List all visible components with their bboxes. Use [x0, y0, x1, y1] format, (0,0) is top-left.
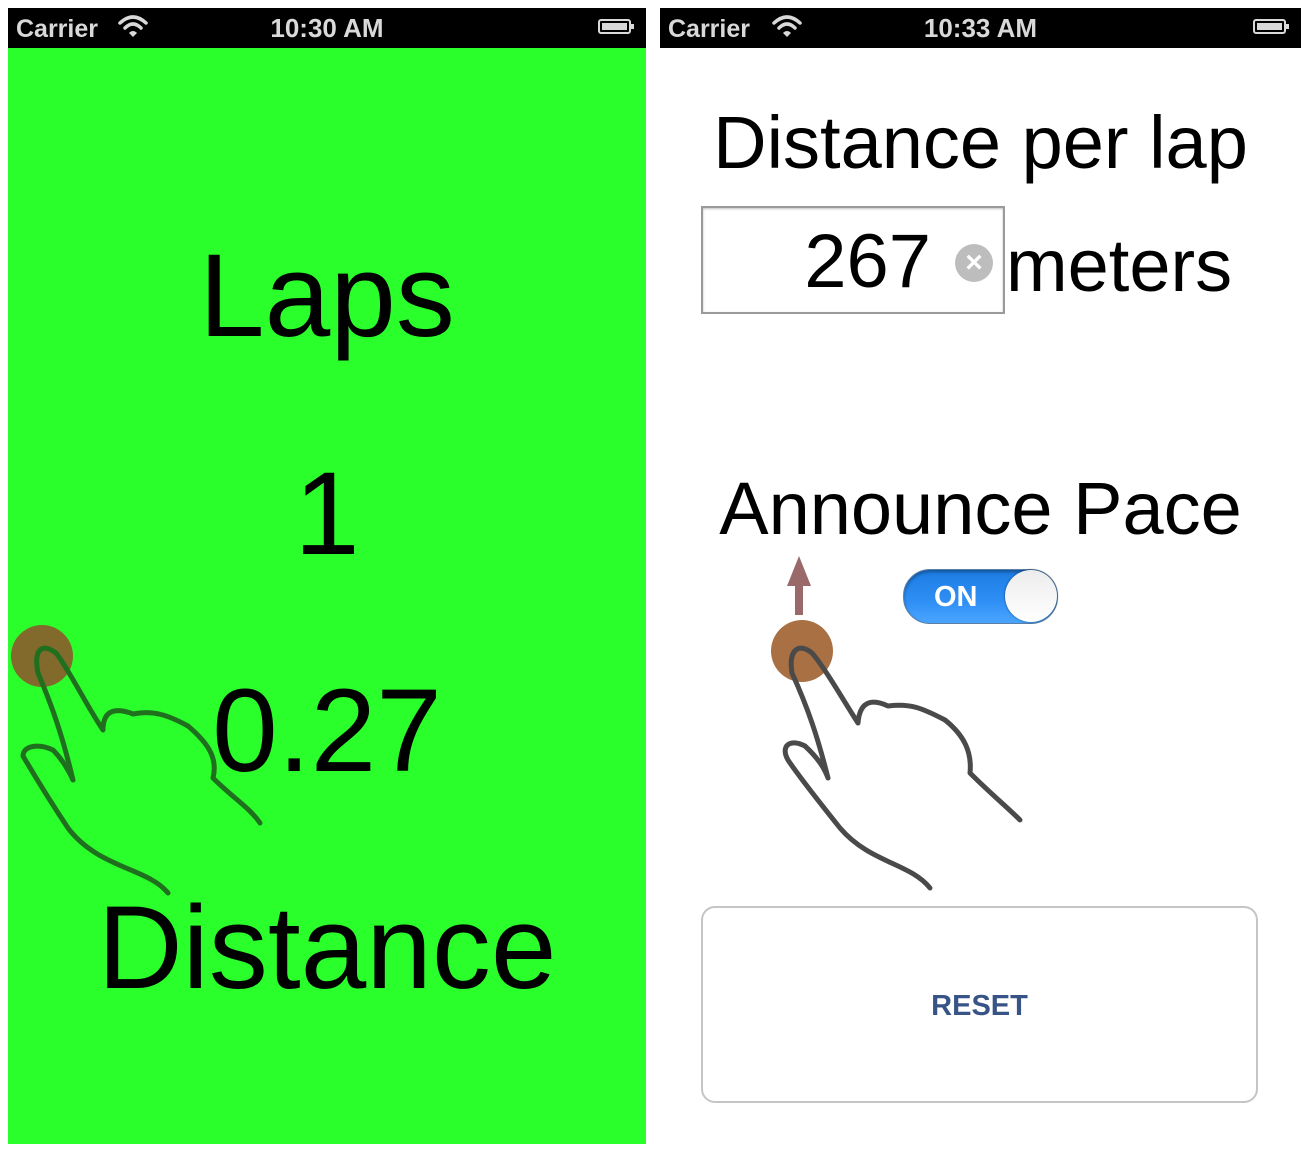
- distance-per-lap-label: Distance per lap: [713, 101, 1248, 184]
- unit-label: meters: [1006, 224, 1233, 307]
- status-time: 10:30 AM: [270, 13, 384, 43]
- status-time: 10:33 AM: [923, 13, 1038, 43]
- reset-button[interactable]: RESET: [701, 906, 1258, 1103]
- wifi-icon: [118, 15, 148, 37]
- status-bar: Carrier 10:30 AM: [8, 8, 646, 48]
- wifi-icon: [772, 15, 802, 37]
- distance-title: Distance: [97, 882, 557, 1014]
- clear-icon[interactable]: ×: [955, 244, 993, 282]
- status-bar: Carrier 10:33 AM: [660, 8, 1301, 48]
- laps-screen: Carrier 10:30 AM Laps 1 0.27 Distance: [8, 8, 646, 1144]
- swipe-arrow-shaft: [795, 583, 803, 615]
- announce-pace-label: Announce Pace: [719, 467, 1242, 550]
- swipe-arrow-head: [787, 556, 811, 586]
- carrier-label: Carrier: [668, 15, 750, 43]
- laps-title: Laps: [199, 230, 455, 362]
- laps-count: 1: [294, 448, 360, 580]
- toggle-state-label: ON: [934, 581, 978, 613]
- toggle-knob[interactable]: [1005, 570, 1057, 622]
- announce-pace-toggle[interactable]: ON: [903, 569, 1058, 624]
- carrier-label: Carrier: [16, 15, 98, 43]
- distance-per-lap-input[interactable]: 267 ×: [701, 206, 1005, 314]
- battery-icon: [598, 19, 634, 34]
- distance-input-value: 267: [804, 219, 931, 304]
- distance-value: 0.27: [212, 665, 442, 797]
- battery-icon: [1253, 19, 1289, 34]
- settings-screen: Carrier 10:33 AM Distance per lap 267 × …: [660, 8, 1301, 1144]
